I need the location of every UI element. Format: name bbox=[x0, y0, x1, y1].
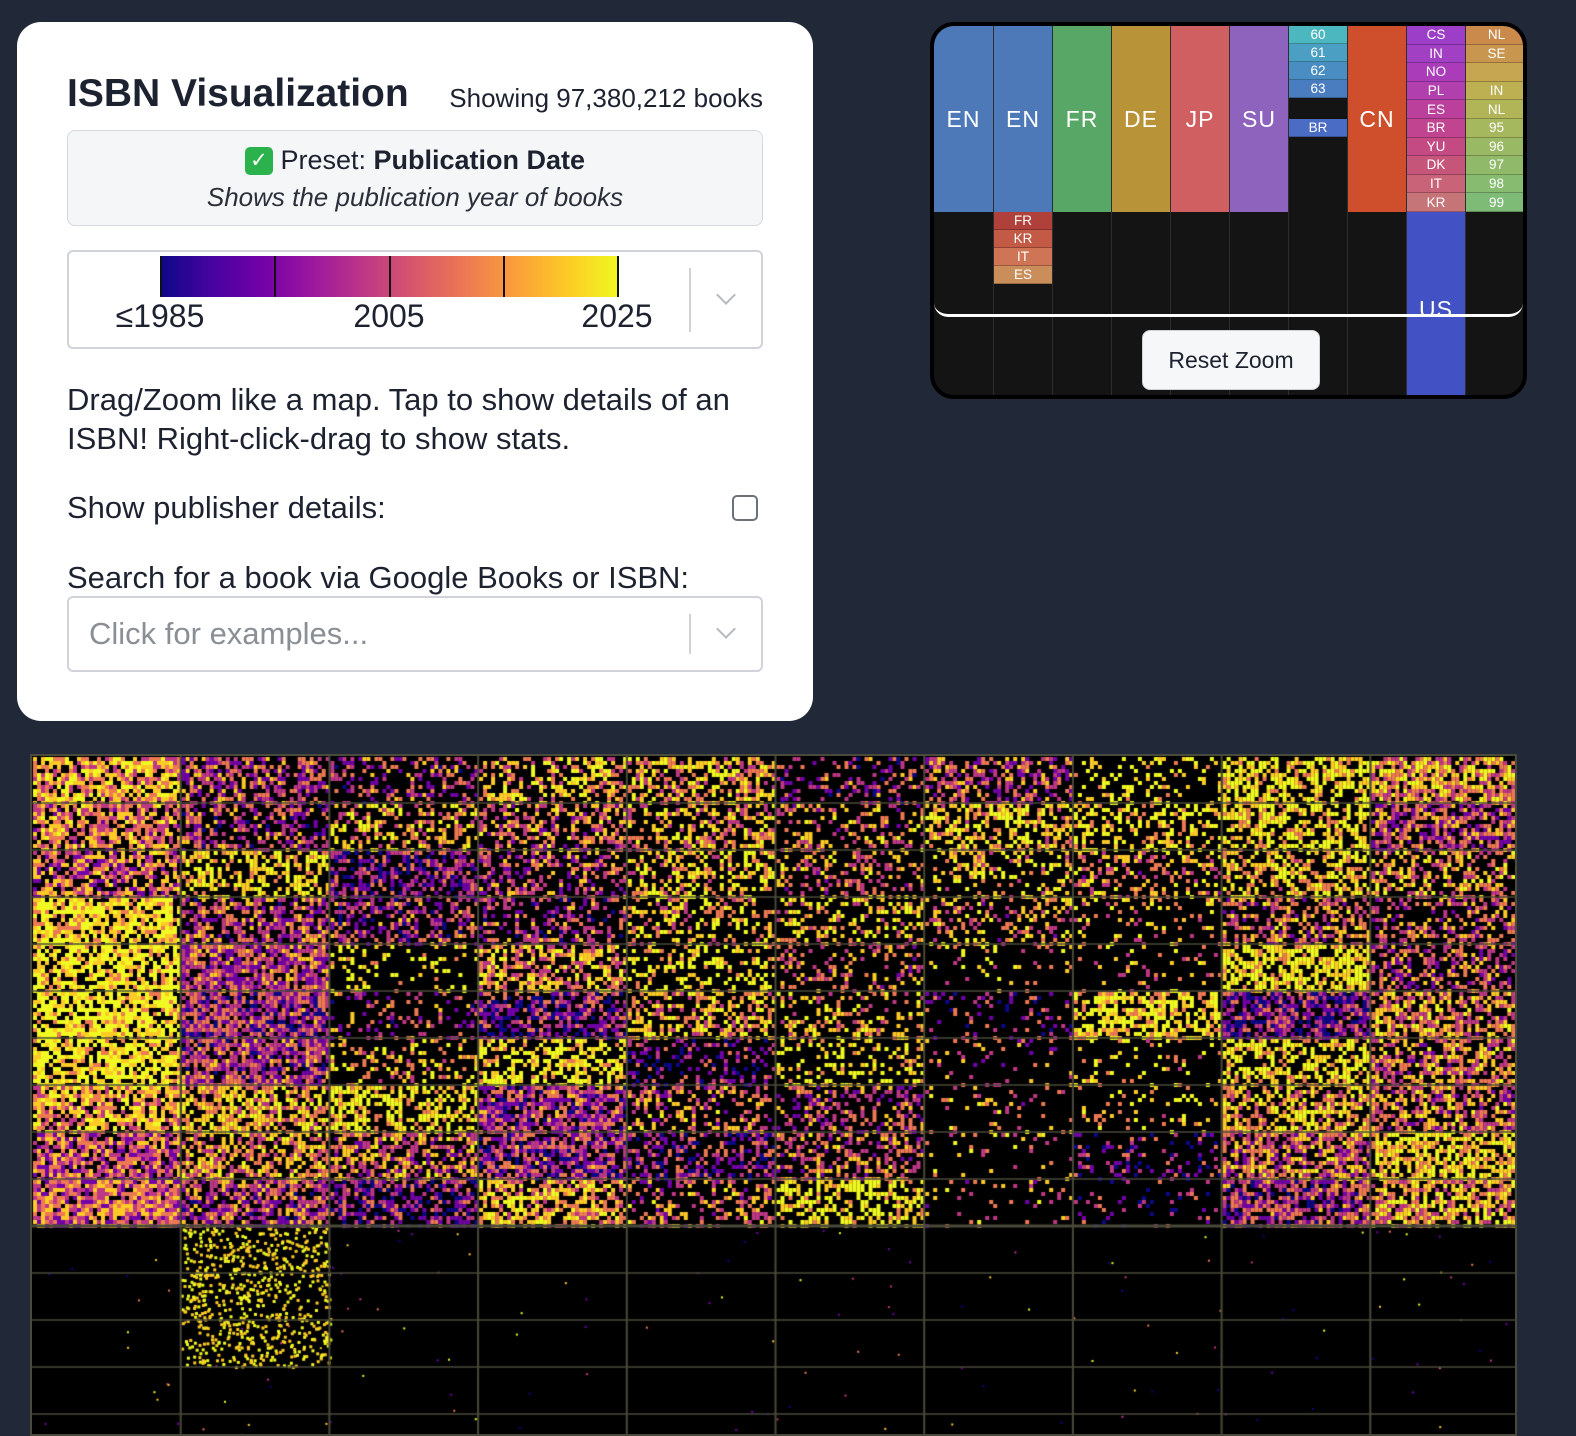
region-se[interactable]: SE bbox=[1466, 44, 1523, 64]
color-scale-select[interactable]: ≤1985 2005 2025 bbox=[67, 250, 763, 349]
region-62[interactable]: 62 bbox=[1289, 62, 1347, 80]
scale-label-end: 2025 bbox=[581, 298, 653, 334]
region-cs[interactable]: CS bbox=[1407, 26, 1465, 45]
region-br[interactable]: BR bbox=[1289, 119, 1347, 137]
chevron-down-icon[interactable] bbox=[716, 619, 736, 639]
region-99[interactable]: 99 bbox=[1466, 193, 1523, 212]
region-cn[interactable]: CN bbox=[1348, 26, 1406, 212]
scale-label-start: ≤1985 bbox=[115, 298, 205, 334]
help-text: Drag/Zoom like a map. Tap to show detail… bbox=[67, 382, 730, 456]
preset-prefix: Preset: bbox=[280, 145, 366, 175]
preset-box: ✓ Preset: Publication Date Shows the pub… bbox=[67, 130, 763, 226]
book-count: Showing 97,380,212 books bbox=[449, 83, 763, 113]
chevron-down-icon[interactable] bbox=[716, 285, 736, 305]
region-fr-2[interactable]: FR bbox=[994, 212, 1052, 230]
scale-label-mid: 2005 bbox=[353, 298, 425, 334]
reset-zoom-button[interactable]: Reset Zoom bbox=[1142, 330, 1320, 390]
search-select[interactable] bbox=[67, 596, 763, 672]
search-input[interactable] bbox=[89, 612, 669, 656]
region-kr[interactable]: KR bbox=[994, 230, 1052, 248]
region-98[interactable]: 98 bbox=[1466, 174, 1523, 194]
scale-tick bbox=[274, 256, 276, 297]
region-95[interactable]: 95 bbox=[1466, 119, 1523, 138]
region-nl-2[interactable]: NL bbox=[1466, 100, 1523, 119]
region-de[interactable]: DE bbox=[1112, 26, 1170, 212]
select-separator bbox=[689, 614, 691, 654]
preset-description: Shows the publication year of books bbox=[206, 182, 624, 212]
region-blank[interactable] bbox=[1466, 63, 1523, 82]
publisher-details-label: Show publisher details: bbox=[67, 490, 386, 525]
region-pl[interactable]: PL bbox=[1407, 81, 1465, 101]
scale-tick bbox=[160, 256, 162, 297]
select-separator bbox=[689, 268, 691, 332]
preset-line: ✓ Preset: Publication Date bbox=[68, 145, 762, 176]
region-es[interactable]: ES bbox=[994, 266, 1052, 284]
region-es-2[interactable]: ES bbox=[1407, 100, 1465, 119]
region-it[interactable]: IT bbox=[994, 248, 1052, 266]
search-label: Search for a book via Google Books or IS… bbox=[67, 560, 690, 595]
region-nl[interactable]: NL bbox=[1466, 26, 1523, 45]
isbn-heatmap-canvas[interactable] bbox=[32, 756, 1515, 1434]
region-us[interactable]: US bbox=[1407, 212, 1465, 395]
viewport-indicator bbox=[934, 303, 1523, 317]
region-su[interactable]: SU bbox=[1230, 26, 1288, 212]
region-en-2[interactable]: EN bbox=[994, 26, 1052, 212]
region-br-2[interactable]: BR bbox=[1407, 119, 1465, 138]
isbn-heatmap[interactable] bbox=[30, 754, 1517, 1436]
region-dk[interactable]: DK bbox=[1407, 156, 1465, 175]
region-60[interactable]: 60 bbox=[1289, 26, 1347, 44]
scale-tick bbox=[617, 256, 619, 297]
scale-tick bbox=[389, 256, 391, 297]
region-96[interactable]: 96 bbox=[1466, 137, 1523, 157]
region-it-2[interactable]: IT bbox=[1407, 174, 1465, 194]
region-fr[interactable]: FR bbox=[1053, 26, 1111, 212]
publisher-details-checkbox[interactable] bbox=[732, 495, 758, 521]
region-in[interactable]: IN bbox=[1407, 44, 1465, 64]
region-in-2[interactable]: IN bbox=[1466, 81, 1523, 101]
region-yu[interactable]: YU bbox=[1407, 137, 1465, 157]
control-panel: ISBN Visualization Showing 97,380,212 bo… bbox=[17, 22, 813, 721]
region-97[interactable]: 97 bbox=[1466, 156, 1523, 175]
scale-tick bbox=[503, 256, 505, 297]
region-61[interactable]: 61 bbox=[1289, 44, 1347, 62]
check-mark-icon: ✓ bbox=[244, 147, 273, 175]
preset-name: Publication Date bbox=[373, 145, 586, 175]
region-en-1[interactable]: EN bbox=[934, 26, 993, 212]
region-jp[interactable]: JP bbox=[1171, 26, 1229, 212]
overview-minimap[interactable]: EN EN FR DE JP SU CN US 60 61 62 63 BR F… bbox=[930, 22, 1527, 399]
page-title: ISBN Visualization bbox=[67, 72, 409, 115]
region-63[interactable]: 63 bbox=[1289, 80, 1347, 98]
region-no[interactable]: NO bbox=[1407, 63, 1465, 82]
region-kr-2[interactable]: KR bbox=[1407, 193, 1465, 212]
